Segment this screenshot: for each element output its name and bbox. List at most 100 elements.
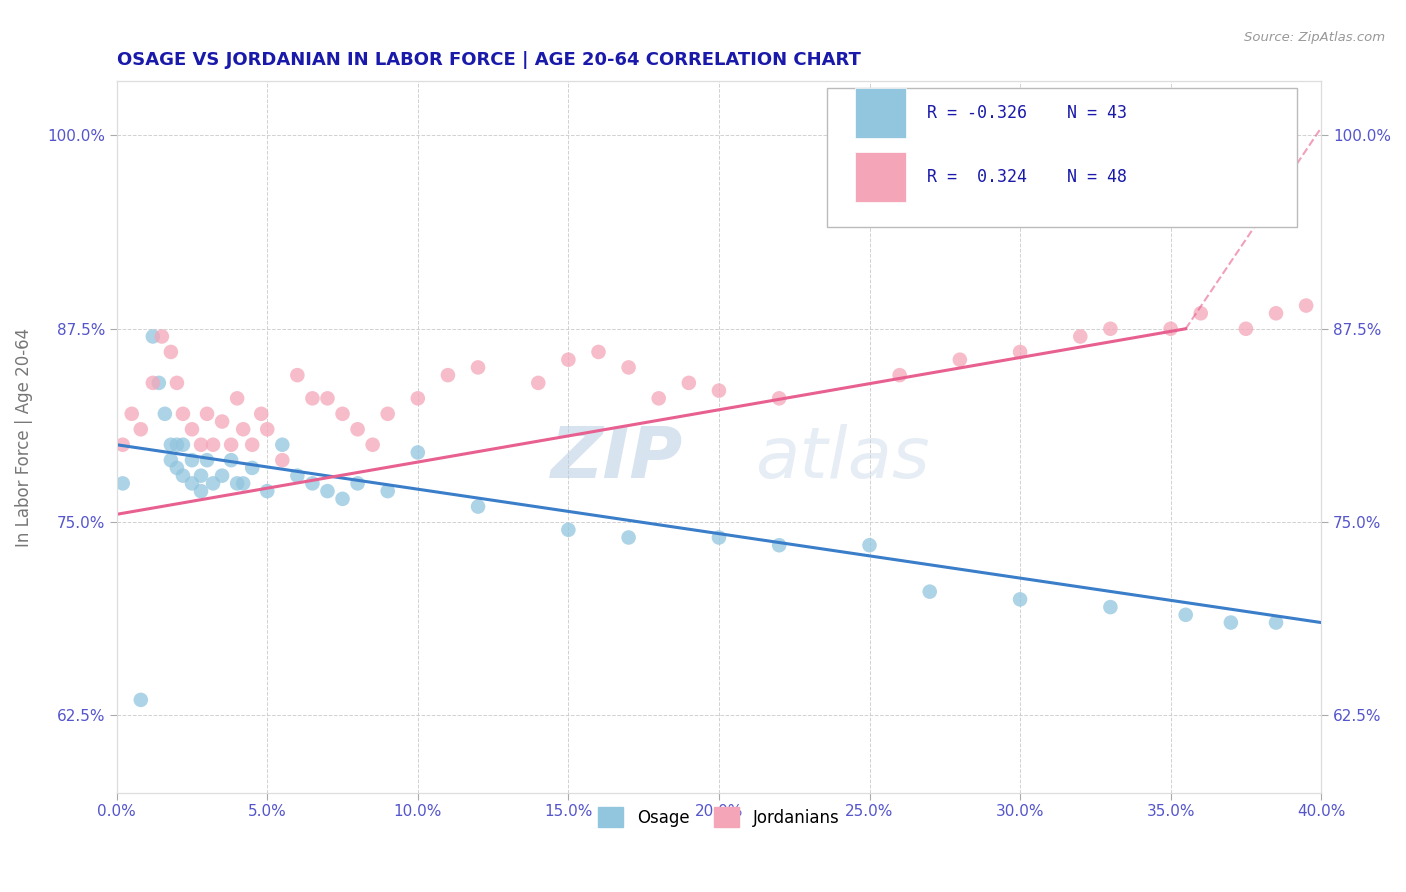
Point [1219, 615, 1241, 630]
Point [588, 345, 610, 359]
Point [949, 352, 972, 367]
Point [1099, 322, 1122, 336]
Point [211, 415, 233, 429]
Bar [855, 153, 905, 202]
Point [219, 453, 242, 467]
Point [467, 500, 489, 514]
Point [190, 438, 212, 452]
Point [211, 468, 233, 483]
Point [129, 693, 152, 707]
Point [160, 453, 183, 467]
Bar [855, 88, 905, 138]
Point [160, 345, 183, 359]
Point [1099, 600, 1122, 615]
Point [406, 445, 429, 459]
Point [202, 438, 225, 452]
Point [190, 484, 212, 499]
Text: atlas: atlas [755, 424, 929, 493]
Point [889, 368, 911, 383]
Point [1234, 322, 1257, 336]
Point [181, 476, 204, 491]
Point [301, 476, 323, 491]
Point [437, 368, 460, 383]
Point [377, 407, 399, 421]
Point [377, 484, 399, 499]
Point [346, 476, 368, 491]
Point [707, 531, 730, 545]
Point [172, 468, 194, 483]
Point [111, 476, 134, 491]
Point [617, 360, 640, 375]
Point [256, 422, 278, 436]
Point [142, 376, 165, 390]
Point [768, 538, 790, 552]
Point [527, 376, 550, 390]
Text: OSAGE VS JORDANIAN IN LABOR FORCE | AGE 20-64 CORRELATION CHART: OSAGE VS JORDANIAN IN LABOR FORCE | AGE … [117, 51, 860, 69]
Point [301, 392, 323, 406]
Point [617, 531, 640, 545]
Point [557, 523, 579, 537]
Point [287, 468, 309, 483]
Point [172, 438, 194, 452]
Point [202, 476, 225, 491]
Point [166, 376, 188, 390]
Text: R = -0.326    N = 43: R = -0.326 N = 43 [928, 104, 1128, 122]
Point [1295, 299, 1317, 313]
Point [316, 484, 339, 499]
Text: R =  0.324    N = 48: R = 0.324 N = 48 [928, 169, 1128, 186]
Point [226, 476, 249, 491]
Point [332, 491, 354, 506]
Point [121, 407, 143, 421]
Point [467, 360, 489, 375]
Point [181, 453, 204, 467]
FancyBboxPatch shape [827, 88, 1298, 227]
Point [190, 468, 212, 483]
Point [250, 407, 273, 421]
Point [287, 368, 309, 383]
Point [361, 438, 384, 452]
Point [768, 392, 790, 406]
Point [160, 438, 183, 452]
Point [166, 461, 188, 475]
Point [678, 376, 700, 390]
Text: Source: ZipAtlas.com: Source: ZipAtlas.com [1244, 31, 1385, 45]
Point [1189, 306, 1212, 320]
Point [240, 461, 263, 475]
Text: ZIP: ZIP [551, 424, 683, 493]
Point [219, 438, 242, 452]
Point [346, 422, 368, 436]
Point [166, 438, 188, 452]
Point [1174, 607, 1197, 622]
Point [226, 392, 249, 406]
Point [172, 407, 194, 421]
Point [707, 384, 730, 398]
Point [1010, 592, 1032, 607]
Point [406, 392, 429, 406]
Point [1160, 322, 1182, 336]
Point [918, 584, 941, 599]
Point [181, 422, 204, 436]
Point [648, 392, 671, 406]
Point [1265, 615, 1288, 630]
Point [153, 407, 176, 421]
Point [142, 329, 165, 343]
Point [332, 407, 354, 421]
Point [195, 453, 218, 467]
Point [1265, 306, 1288, 320]
Point [195, 407, 218, 421]
Point [240, 438, 263, 452]
Point [150, 329, 173, 343]
Legend: Osage, Jordanians: Osage, Jordanians [592, 800, 846, 834]
Point [858, 538, 880, 552]
Point [232, 476, 254, 491]
Point [557, 352, 579, 367]
Point [129, 422, 152, 436]
Point [316, 392, 339, 406]
Point [271, 453, 294, 467]
Point [1010, 345, 1032, 359]
Point [1069, 329, 1091, 343]
Point [271, 438, 294, 452]
Point [148, 376, 170, 390]
Y-axis label: In Labor Force | Age 20-64: In Labor Force | Age 20-64 [15, 327, 32, 547]
Point [256, 484, 278, 499]
